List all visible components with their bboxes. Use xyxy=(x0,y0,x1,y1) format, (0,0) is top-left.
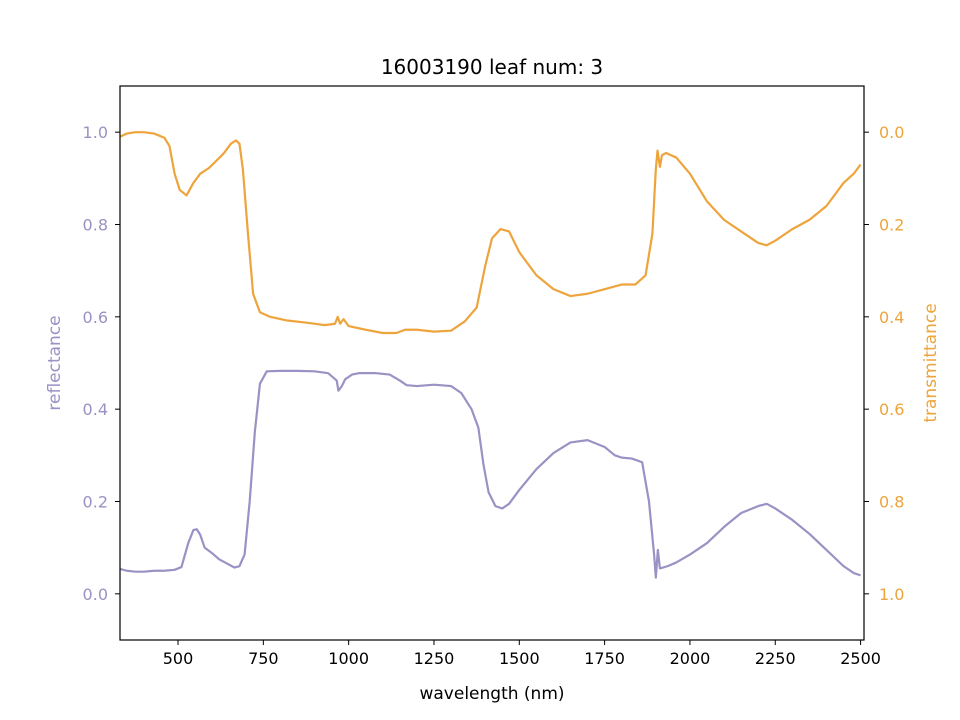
reflectance-line xyxy=(119,369,861,579)
y-tick-label-left: 0.0 xyxy=(83,585,108,604)
y-tick-label-right: 0.0 xyxy=(879,123,904,142)
y-tick-label-left: 0.8 xyxy=(83,216,108,235)
y-tick-label-right: 1.0 xyxy=(879,585,904,604)
x-tick-label: 500 xyxy=(163,649,194,668)
x-tick-label: 1000 xyxy=(328,649,369,668)
transmittance-line xyxy=(119,131,862,335)
y-tick-label-right: 0.8 xyxy=(879,493,904,512)
plot-frame xyxy=(119,85,865,641)
x-axis-title: wavelength (nm) xyxy=(419,684,564,704)
y-tick-label-left: 0.6 xyxy=(83,308,108,327)
y-tick-label-right: 0.2 xyxy=(879,216,904,235)
x-tick-label: 750 xyxy=(248,649,279,668)
y-axis-title-right: transmittance xyxy=(921,303,941,422)
y-tick-label-left: 0.2 xyxy=(83,493,108,512)
x-tick-label: 2500 xyxy=(840,649,881,668)
x-tick-label: 2000 xyxy=(670,649,711,668)
y-tick-label-right: 0.4 xyxy=(879,308,904,327)
y-axis-title-left: reflectance xyxy=(45,315,65,410)
x-tick-label: 1750 xyxy=(584,649,625,668)
x-tick-label: 1500 xyxy=(499,649,540,668)
y-tick-label-left: 1.0 xyxy=(83,123,108,142)
y-tick-label-right: 0.6 xyxy=(879,400,904,419)
y-tick-label-left: 0.4 xyxy=(83,400,108,419)
chart-title: 16003190 leaf num: 3 xyxy=(381,55,603,79)
x-tick-label: 1250 xyxy=(414,649,455,668)
x-tick-label: 2250 xyxy=(755,649,796,668)
